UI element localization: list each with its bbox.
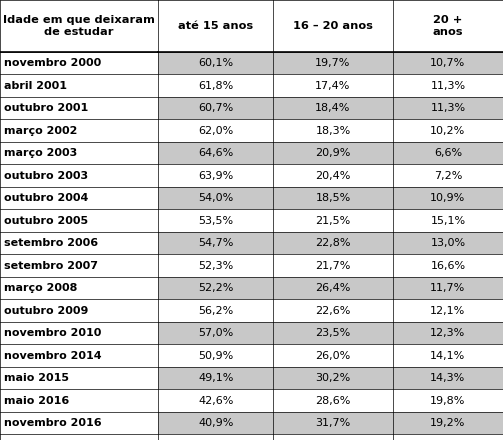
Text: Idade em que deixaram
de estudar: Idade em que deixaram de estudar bbox=[4, 15, 155, 37]
Text: 56,2%: 56,2% bbox=[198, 306, 233, 316]
Bar bbox=[158, 52, 503, 74]
Text: 10,2%: 10,2% bbox=[430, 126, 466, 136]
Text: 60,7%: 60,7% bbox=[198, 103, 233, 113]
Text: setembro 2007: setembro 2007 bbox=[4, 261, 98, 271]
Text: novembro 2014: novembro 2014 bbox=[4, 351, 102, 361]
Text: 20,4%: 20,4% bbox=[315, 171, 351, 181]
Text: 22,8%: 22,8% bbox=[315, 238, 351, 248]
Text: outubro 2005: outubro 2005 bbox=[4, 216, 88, 226]
Bar bbox=[158, 165, 503, 187]
Text: outubro 2009: outubro 2009 bbox=[4, 306, 89, 316]
Text: 21,7%: 21,7% bbox=[315, 261, 351, 271]
Text: 60,1%: 60,1% bbox=[198, 58, 233, 68]
Text: 62,0%: 62,0% bbox=[198, 126, 233, 136]
Text: 11,3%: 11,3% bbox=[431, 103, 465, 113]
Text: 12,1%: 12,1% bbox=[430, 306, 466, 316]
Bar bbox=[158, 300, 503, 322]
Bar bbox=[158, 254, 503, 277]
Text: 61,8%: 61,8% bbox=[198, 81, 233, 91]
Bar bbox=[158, 142, 503, 165]
Text: 54,7%: 54,7% bbox=[198, 238, 233, 248]
Text: 42,6%: 42,6% bbox=[198, 396, 233, 406]
Text: 63,9%: 63,9% bbox=[198, 171, 233, 181]
Text: 7,2%: 7,2% bbox=[434, 171, 462, 181]
Text: 6,6%: 6,6% bbox=[434, 148, 462, 158]
Text: 14,3%: 14,3% bbox=[430, 373, 466, 383]
Text: outubro 2003: outubro 2003 bbox=[4, 171, 88, 181]
Text: novembro 2016: novembro 2016 bbox=[4, 418, 102, 428]
Text: março 2002: março 2002 bbox=[4, 126, 77, 136]
Text: 19,7%: 19,7% bbox=[315, 58, 351, 68]
Text: 50,9%: 50,9% bbox=[198, 351, 233, 361]
Bar bbox=[158, 389, 503, 412]
Text: novembro 2000: novembro 2000 bbox=[4, 58, 101, 68]
Text: 54,0%: 54,0% bbox=[198, 193, 233, 203]
Text: 11,3%: 11,3% bbox=[431, 81, 465, 91]
Text: 18,4%: 18,4% bbox=[315, 103, 351, 113]
Text: 28,6%: 28,6% bbox=[315, 396, 351, 406]
Bar bbox=[158, 345, 503, 367]
Text: 17,4%: 17,4% bbox=[315, 81, 351, 91]
Text: 26,4%: 26,4% bbox=[315, 283, 351, 293]
Text: 19,2%: 19,2% bbox=[430, 418, 466, 428]
Text: maio 2015: maio 2015 bbox=[4, 373, 69, 383]
Text: 21,5%: 21,5% bbox=[315, 216, 351, 226]
Bar bbox=[158, 74, 503, 97]
Text: 19,8%: 19,8% bbox=[430, 396, 466, 406]
Text: março 2003: março 2003 bbox=[4, 148, 77, 158]
Text: 23,5%: 23,5% bbox=[315, 328, 351, 338]
Bar bbox=[158, 120, 503, 142]
Text: até 15 anos: até 15 anos bbox=[178, 21, 254, 31]
Text: 11,7%: 11,7% bbox=[430, 283, 466, 293]
Text: 16 – 20 anos: 16 – 20 anos bbox=[293, 21, 373, 31]
Text: 64,6%: 64,6% bbox=[198, 148, 233, 158]
Text: 20,9%: 20,9% bbox=[315, 148, 351, 158]
Text: 31,7%: 31,7% bbox=[315, 418, 351, 428]
Text: 49,1%: 49,1% bbox=[198, 373, 233, 383]
Text: novembro 2010: novembro 2010 bbox=[4, 328, 102, 338]
Text: 40,9%: 40,9% bbox=[198, 418, 233, 428]
Text: maio 2016: maio 2016 bbox=[4, 396, 69, 406]
Text: outubro 2004: outubro 2004 bbox=[4, 193, 89, 203]
Text: 52,3%: 52,3% bbox=[198, 261, 233, 271]
Bar bbox=[158, 367, 503, 389]
Text: 26,0%: 26,0% bbox=[315, 351, 351, 361]
Text: abril 2001: abril 2001 bbox=[4, 81, 67, 91]
Text: 18,3%: 18,3% bbox=[315, 126, 351, 136]
Text: 22,6%: 22,6% bbox=[315, 306, 351, 316]
Text: setembro 2006: setembro 2006 bbox=[4, 238, 98, 248]
Text: março 2008: março 2008 bbox=[4, 283, 77, 293]
Bar bbox=[158, 232, 503, 254]
Text: 20 +
anos: 20 + anos bbox=[433, 15, 463, 37]
Text: outubro 2001: outubro 2001 bbox=[4, 103, 88, 113]
Text: 18,5%: 18,5% bbox=[315, 193, 351, 203]
Text: 13,0%: 13,0% bbox=[431, 238, 465, 248]
Text: 53,5%: 53,5% bbox=[198, 216, 233, 226]
Text: 12,3%: 12,3% bbox=[430, 328, 466, 338]
Text: 10,9%: 10,9% bbox=[430, 193, 466, 203]
Bar bbox=[158, 412, 503, 434]
Bar bbox=[158, 187, 503, 209]
Text: 16,6%: 16,6% bbox=[431, 261, 465, 271]
Bar bbox=[158, 97, 503, 120]
Text: 15,1%: 15,1% bbox=[431, 216, 465, 226]
Text: 14,1%: 14,1% bbox=[430, 351, 466, 361]
Text: 52,2%: 52,2% bbox=[198, 283, 233, 293]
Bar bbox=[158, 277, 503, 300]
Bar bbox=[158, 322, 503, 345]
Bar bbox=[158, 209, 503, 232]
Text: 57,0%: 57,0% bbox=[198, 328, 233, 338]
Text: 30,2%: 30,2% bbox=[315, 373, 351, 383]
Text: 10,7%: 10,7% bbox=[430, 58, 466, 68]
